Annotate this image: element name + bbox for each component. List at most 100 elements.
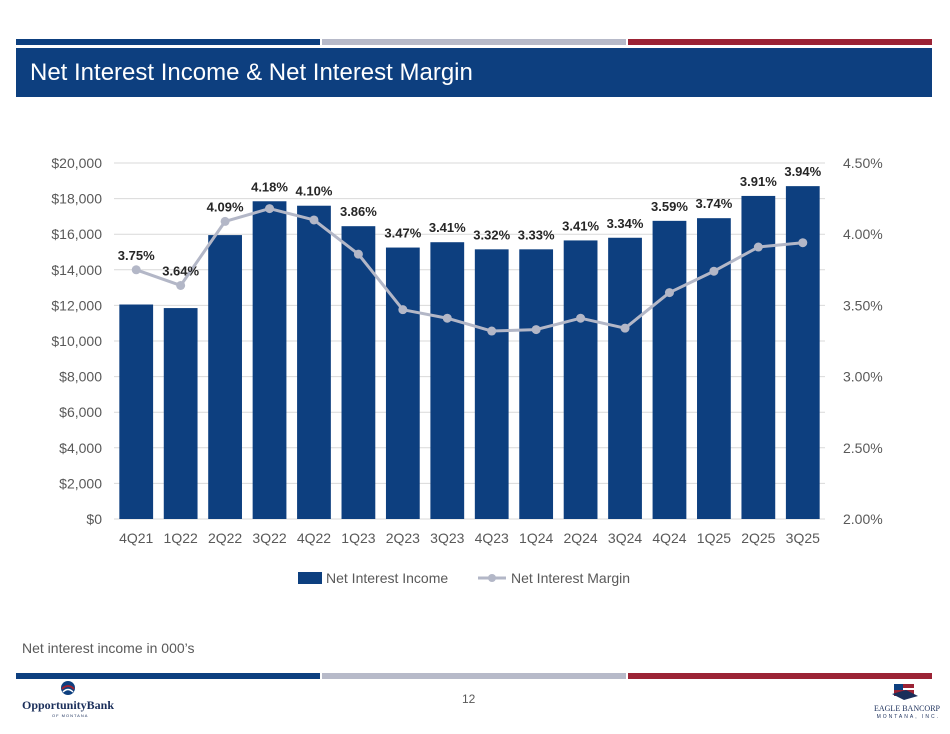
y-right-tick-label: 4.50% xyxy=(843,155,883,171)
opportunity-bank-name: OpportunityBank xyxy=(22,698,115,712)
nim-point-2Q22 xyxy=(220,216,230,226)
bar-1Q23 xyxy=(341,226,376,519)
nim-data-label: 4.18% xyxy=(251,179,288,194)
x-tick-label: 3Q23 xyxy=(430,530,464,546)
bar-3Q22 xyxy=(252,201,287,519)
y-left-tick-label: $6,000 xyxy=(59,404,102,420)
nim-point-2Q24 xyxy=(576,313,586,323)
nim-point-4Q21 xyxy=(131,265,141,275)
nim-point-2Q23 xyxy=(398,305,408,315)
bottom-stripe-red xyxy=(628,673,932,679)
nim-data-label: 3.32% xyxy=(473,227,510,242)
bar-3Q25 xyxy=(785,186,820,519)
x-tick-label: 4Q21 xyxy=(119,530,153,546)
bar-1Q22 xyxy=(163,308,198,519)
y-left-tick-label: $20,000 xyxy=(51,155,102,171)
page-number: 12 xyxy=(462,692,476,706)
nim-data-label: 4.10% xyxy=(296,184,333,199)
nim-point-3Q23 xyxy=(442,313,452,323)
nim-data-label: 3.75% xyxy=(118,248,155,263)
nim-data-label: 4.09% xyxy=(207,199,244,214)
opportunity-bank-sub: OF MONTANA xyxy=(52,713,89,718)
bottom-stripe-navy xyxy=(16,673,320,679)
y-right-tick-label: 2.00% xyxy=(843,511,883,527)
nim-point-2Q25 xyxy=(753,242,763,252)
x-tick-label: 2Q24 xyxy=(563,530,597,546)
bar-4Q21 xyxy=(119,304,154,519)
x-tick-label: 3Q24 xyxy=(608,530,642,546)
nim-data-label: 3.74% xyxy=(695,196,732,211)
y-left-tick-label: $0 xyxy=(86,511,102,527)
bar-4Q24 xyxy=(652,220,687,519)
nim-data-label: 3.33% xyxy=(518,227,555,242)
bar-2Q24 xyxy=(563,240,598,519)
eagle-bancorp-logo: EAGLE BANCORP MONTANA, INC. xyxy=(860,680,940,720)
nim-point-3Q24 xyxy=(620,323,630,333)
y-left-tick-label: $18,000 xyxy=(51,191,102,207)
top-stripe-gray xyxy=(322,39,626,45)
x-tick-label: 1Q23 xyxy=(341,530,375,546)
legend-label-line: Net Interest Margin xyxy=(511,570,630,586)
top-stripe-navy xyxy=(16,39,320,45)
eagle-bancorp-sub: MONTANA, INC. xyxy=(876,714,940,720)
x-tick-label: 4Q23 xyxy=(475,530,509,546)
x-tick-label: 1Q25 xyxy=(697,530,731,546)
bar-4Q22 xyxy=(297,205,331,519)
x-tick-label: 4Q24 xyxy=(652,530,686,546)
eagle-bancorp-name: EAGLE BANCORP xyxy=(873,704,940,713)
opportunity-bank-emblem-icon xyxy=(61,681,75,695)
bar-4Q23 xyxy=(474,249,509,519)
y-left-tick-label: $10,000 xyxy=(51,333,102,349)
nim-data-label: 3.86% xyxy=(340,204,377,219)
nim-point-1Q23 xyxy=(353,249,363,259)
nim-point-4Q24 xyxy=(664,288,674,298)
nim-point-1Q25 xyxy=(709,266,719,276)
legend-swatch-marker xyxy=(488,574,496,582)
x-tick-label: 2Q23 xyxy=(386,530,420,546)
nim-point-1Q22 xyxy=(176,280,186,290)
bar-2Q23 xyxy=(385,247,420,520)
x-tick-label: 1Q22 xyxy=(164,530,198,546)
x-tick-label: 3Q22 xyxy=(252,530,286,546)
y-right-tick-label: 4.00% xyxy=(843,226,883,242)
bar-3Q24 xyxy=(608,237,642,519)
footnote: Net interest income in 000’s xyxy=(22,640,195,656)
nim-data-label: 3.59% xyxy=(651,199,688,214)
y-right-tick-label: 2.50% xyxy=(843,440,883,456)
y-left-tick-label: $16,000 xyxy=(51,226,102,242)
nim-data-label: 3.64% xyxy=(162,263,199,278)
nim-point-4Q23 xyxy=(487,326,497,336)
nim-data-label: 3.94% xyxy=(784,164,821,179)
nim-data-label: 3.41% xyxy=(562,218,599,233)
x-tick-label: 4Q22 xyxy=(297,530,331,546)
title-bar: Net Interest Income & Net Interest Margi… xyxy=(16,48,932,97)
nim-data-label: 3.91% xyxy=(740,174,777,189)
y-left-tick-label: $8,000 xyxy=(59,369,102,385)
legend-label-bars: Net Interest Income xyxy=(326,570,448,586)
nim-point-3Q25 xyxy=(798,238,808,248)
nim-data-label: 3.47% xyxy=(384,226,421,241)
nim-data-label: 3.41% xyxy=(429,220,466,235)
page-title: Net Interest Income & Net Interest Margi… xyxy=(30,59,473,86)
x-tick-label: 2Q22 xyxy=(208,530,242,546)
y-left-tick-label: $14,000 xyxy=(51,262,102,278)
x-tick-label: 2Q25 xyxy=(741,530,775,546)
top-stripe-red xyxy=(628,39,932,45)
nim-line xyxy=(135,207,803,333)
legend-swatch-bars xyxy=(298,572,322,584)
y-right-tick-label: 3.00% xyxy=(843,369,883,385)
bottom-stripe-gray xyxy=(322,673,626,679)
y-right-tick-label: 3.50% xyxy=(843,297,883,313)
bar-1Q24 xyxy=(519,249,554,519)
nim-data-label: 3.34% xyxy=(607,216,644,231)
bar-2Q22 xyxy=(208,235,242,519)
nim-point-4Q22 xyxy=(309,215,319,225)
x-tick-label: 1Q24 xyxy=(519,530,553,546)
y-left-tick-label: $2,000 xyxy=(59,475,102,491)
eagle-flag-icon xyxy=(892,684,918,700)
nim-point-3Q22 xyxy=(265,204,275,214)
y-left-tick-label: $4,000 xyxy=(59,440,102,456)
y-left-tick-label: $12,000 xyxy=(51,297,102,313)
x-tick-label: 3Q25 xyxy=(786,530,820,546)
